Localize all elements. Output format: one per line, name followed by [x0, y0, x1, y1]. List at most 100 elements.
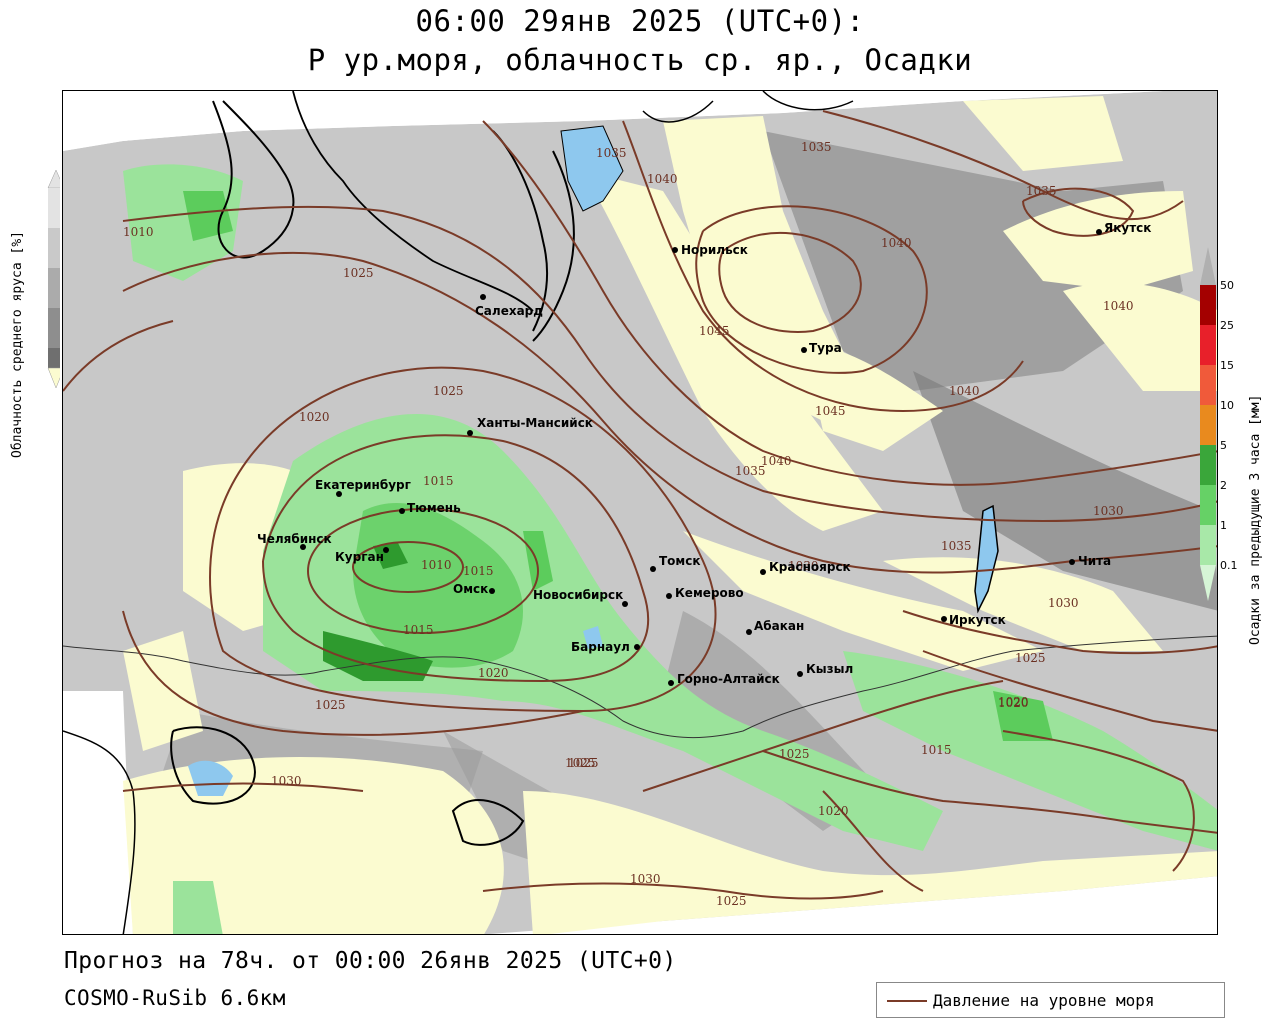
city-marker: [300, 544, 306, 550]
cloud-scale-bar: [47, 169, 60, 389]
cloud-scale-arrow-top: [47, 169, 60, 189]
cities: Норильск Якутск Салехард Тура Ханты-Манс…: [257, 221, 1151, 686]
lake-baikal: [974, 504, 999, 614]
cloud-scale-swatch: [48, 348, 60, 368]
precip-scale-arrow-bottom: [1200, 565, 1216, 601]
precip-tick: 1: [1220, 519, 1227, 532]
city-tyumen: Тюмень: [407, 501, 461, 515]
isobar-legend: Давление на уровне моря: [876, 982, 1225, 1018]
city-khanty-mansiysk: Ханты-Мансийск: [477, 416, 593, 430]
gulf-water: [560, 125, 624, 212]
precip-tick: 25: [1220, 319, 1234, 332]
city-marker: [746, 629, 752, 635]
isobar-label: 1025: [779, 747, 810, 761]
isobar-label: 1020: [998, 696, 1029, 710]
precip-heavy: [373, 543, 408, 569]
isobar-label: 1040: [949, 384, 980, 398]
isobar-label: 1030: [630, 872, 661, 886]
precip-scale-swatch: [1200, 525, 1216, 565]
city-marker: [760, 569, 766, 575]
city-norilsk: Норильск: [681, 243, 748, 257]
isobar-legend-line: [887, 1000, 927, 1002]
model-name: COSMO-RuSib 6.6км: [64, 986, 286, 1010]
weather-map[interactable]: 1010 1015 1015 1015 1020 1020 1020 1025 …: [62, 90, 1218, 935]
isobar: [63, 320, 174, 392]
coastline: [292, 91, 534, 312]
clear-sky: [963, 96, 1123, 171]
clear-sky: [583, 171, 883, 531]
coastline: [451, 799, 525, 846]
cloud-dense: [913, 371, 1217, 611]
city-kemerovo: Кемерово: [675, 586, 744, 600]
city-irkutsk: Иркутск: [949, 613, 1006, 627]
isobar-label: 1035: [1026, 184, 1057, 198]
cloud-color-scale: Облачность среднего яруса [%] 90 70 50 3…: [6, 140, 78, 470]
city-marker: [650, 566, 656, 572]
isobar-label: 1035: [801, 140, 832, 154]
precip-moderate: [993, 691, 1053, 741]
isobars: [63, 110, 1217, 900]
isobar-label: 1010: [123, 225, 154, 239]
isobar-label: 1035: [941, 539, 972, 553]
precip-moderate: [523, 531, 553, 591]
clear-sky: [123, 757, 504, 934]
isobar-label: 1040: [1103, 299, 1134, 313]
city-novosibirsk: Новосибирск: [533, 588, 623, 602]
map-title-fields: P ур.моря, облачность ср. яр., Осадки: [307, 43, 973, 77]
isobar-label: 1045: [815, 404, 846, 418]
isobar: [122, 205, 1217, 523]
clear-sky: [523, 791, 1217, 934]
outside-domain: [63, 691, 133, 934]
isobar: [262, 434, 649, 683]
isobar-label: 1025: [565, 756, 596, 770]
city-chita: Чита: [1078, 554, 1111, 568]
isobar: [482, 120, 1217, 486]
isobar: [1022, 187, 1135, 237]
isobar: [822, 110, 1184, 221]
isobar-label: 1015: [403, 623, 434, 637]
isobar: [622, 120, 1024, 413]
isobar: [718, 231, 862, 333]
weather-map-canvas: 1010 1015 1015 1015 1020 1020 1020 1025 …: [63, 91, 1217, 934]
isobar-legend-label: Давление на уровне моря: [933, 991, 1155, 1010]
cloud-scale-swatch: [48, 188, 60, 228]
clear-sky: [1063, 282, 1217, 391]
country-border: [63, 730, 136, 934]
clear-sky: [803, 341, 943, 451]
isobar-label: 1025: [568, 756, 599, 770]
isobar-label: 1025: [433, 384, 464, 398]
city-marker: [801, 347, 807, 353]
city-tura: Тура: [809, 341, 842, 355]
isobar-label: 1030: [271, 774, 302, 788]
city-marker: [336, 491, 342, 497]
precip-scale-swatch: [1200, 365, 1216, 405]
city-chelyabinsk: Челябинск: [257, 532, 332, 546]
precip-heavy: [323, 631, 433, 681]
isobar-label: 1040: [761, 454, 792, 468]
city-tomsk: Томск: [659, 554, 701, 568]
isobar-label: 1025: [315, 698, 346, 712]
precip-light: [173, 881, 223, 934]
city-kyzyl: Кызыл: [806, 662, 853, 676]
cloud-scale-swatch: [48, 228, 60, 268]
precip-scale-title: Осадки за предыдущие 3 часа [мм]: [1248, 394, 1263, 645]
precip-tick: 50: [1220, 279, 1234, 292]
isobar-label: 1030: [788, 559, 819, 573]
city-marker: [672, 247, 678, 253]
forecast-info: Прогноз на 78ч. от 00:00 26янв 2025 (UTC…: [64, 948, 677, 974]
cloud-scale-arrow-bottom: [47, 367, 60, 389]
precip-tick: 2: [1220, 479, 1227, 492]
isobar-label: 1040: [647, 172, 678, 186]
city-salekhard: Салехард: [475, 304, 543, 318]
clear-sky: [1003, 191, 1193, 291]
coastline: [492, 130, 549, 332]
isobar-label: 1020: [818, 804, 849, 818]
city-marker: [383, 547, 389, 553]
city-marker: [666, 593, 672, 599]
isobar-label: 1035: [735, 464, 766, 478]
isobar: [822, 790, 924, 892]
isobar-label: 1040: [881, 236, 912, 250]
coastline: [642, 91, 854, 123]
city-marker: [797, 671, 803, 677]
precip-color-scale: 50 25 15 10 5 2 1 0.1 Осадки за предыдущ…: [1196, 245, 1280, 665]
